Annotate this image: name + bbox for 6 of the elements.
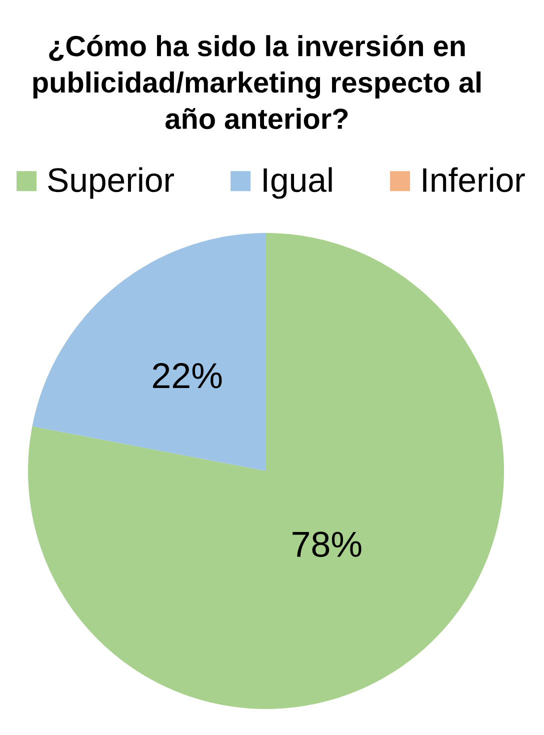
chart-title: ¿Cómo ha sido la inversión en publicidad/marketing respecto al año anterior? <box>33 34 481 130</box>
data-label: 78% <box>292 532 362 558</box>
legend-label: Igual <box>264 167 332 199</box>
legend-label: Superior <box>48 167 174 199</box>
legend-label: Inferior <box>423 167 525 192</box>
data-label: 22% <box>153 363 222 388</box>
